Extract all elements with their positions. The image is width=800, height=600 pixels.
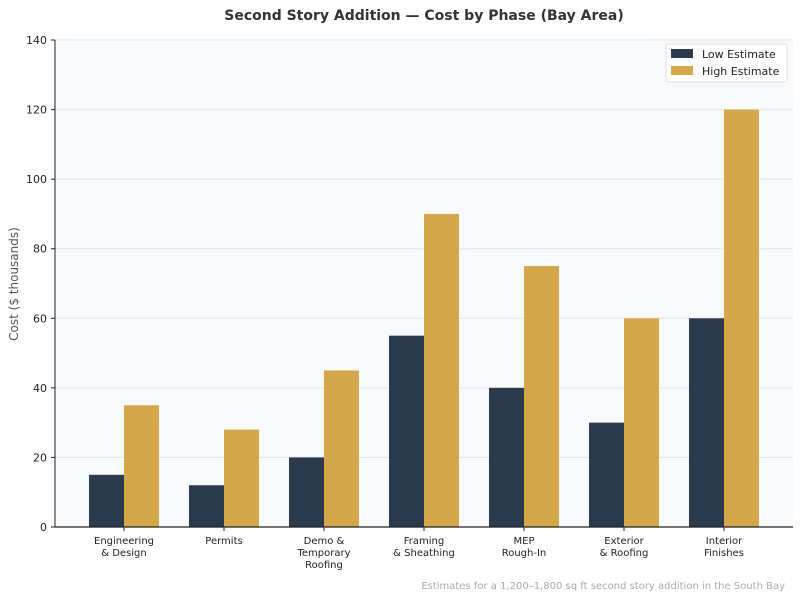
bar-high-1 <box>224 429 259 527</box>
chart-title: Second Story Addition — Cost by Phase (B… <box>224 8 624 24</box>
bar-low-2 <box>289 457 324 527</box>
x-tick-label: Temporary <box>296 548 350 559</box>
legend-swatch-high <box>671 66 693 75</box>
x-tick-label: Permits <box>205 536 242 547</box>
legend-label-high: High Estimate <box>702 65 780 78</box>
bar-high-6 <box>724 109 759 528</box>
y-tick-label: 60 <box>33 312 47 325</box>
x-tick-label: Engineering <box>94 536 154 547</box>
bar-low-5 <box>589 422 624 527</box>
x-tick-label: MEP <box>514 536 535 547</box>
legend: Low Estimate High Estimate <box>665 43 788 83</box>
bar-high-5 <box>624 318 659 527</box>
bar-high-0 <box>124 405 159 527</box>
bar-low-4 <box>489 387 524 527</box>
y-tick-label: 40 <box>33 382 47 395</box>
bar-low-1 <box>189 485 224 527</box>
x-tick-label: Roofing <box>305 560 343 571</box>
bar-low-0 <box>89 474 124 527</box>
bar-high-4 <box>524 266 559 527</box>
y-axis-label: Cost ($ thousands) <box>7 227 21 341</box>
x-tick-label: Interior <box>706 536 743 547</box>
x-tick-label: Exterior <box>604 536 644 547</box>
y-tick-label: 100 <box>26 173 47 186</box>
x-tick-label: & Roofing <box>600 548 649 559</box>
x-tick-label: & Sheathing <box>393 548 455 559</box>
x-tick-label: Finishes <box>704 548 744 559</box>
legend-label-low: Low Estimate <box>702 48 776 61</box>
y-tick-label: 80 <box>33 243 47 256</box>
bar-low-6 <box>689 318 724 527</box>
x-tick-label: Demo & <box>304 536 345 547</box>
x-tick-label: & Design <box>101 548 147 559</box>
y-tick-label: 0 <box>40 521 47 534</box>
y-tick-label: 140 <box>26 34 47 47</box>
x-tick-label: Framing <box>404 536 444 547</box>
footnote: Estimates for a 1,200–1,800 sq ft second… <box>421 581 785 592</box>
y-tick-label: 120 <box>26 104 47 117</box>
bar-high-2 <box>324 370 359 527</box>
x-tick-label: Rough-In <box>502 548 547 559</box>
bar-high-3 <box>424 213 459 527</box>
legend-swatch-low <box>671 49 693 58</box>
bar-low-3 <box>389 335 424 527</box>
y-tick-label: 20 <box>33 451 47 464</box>
